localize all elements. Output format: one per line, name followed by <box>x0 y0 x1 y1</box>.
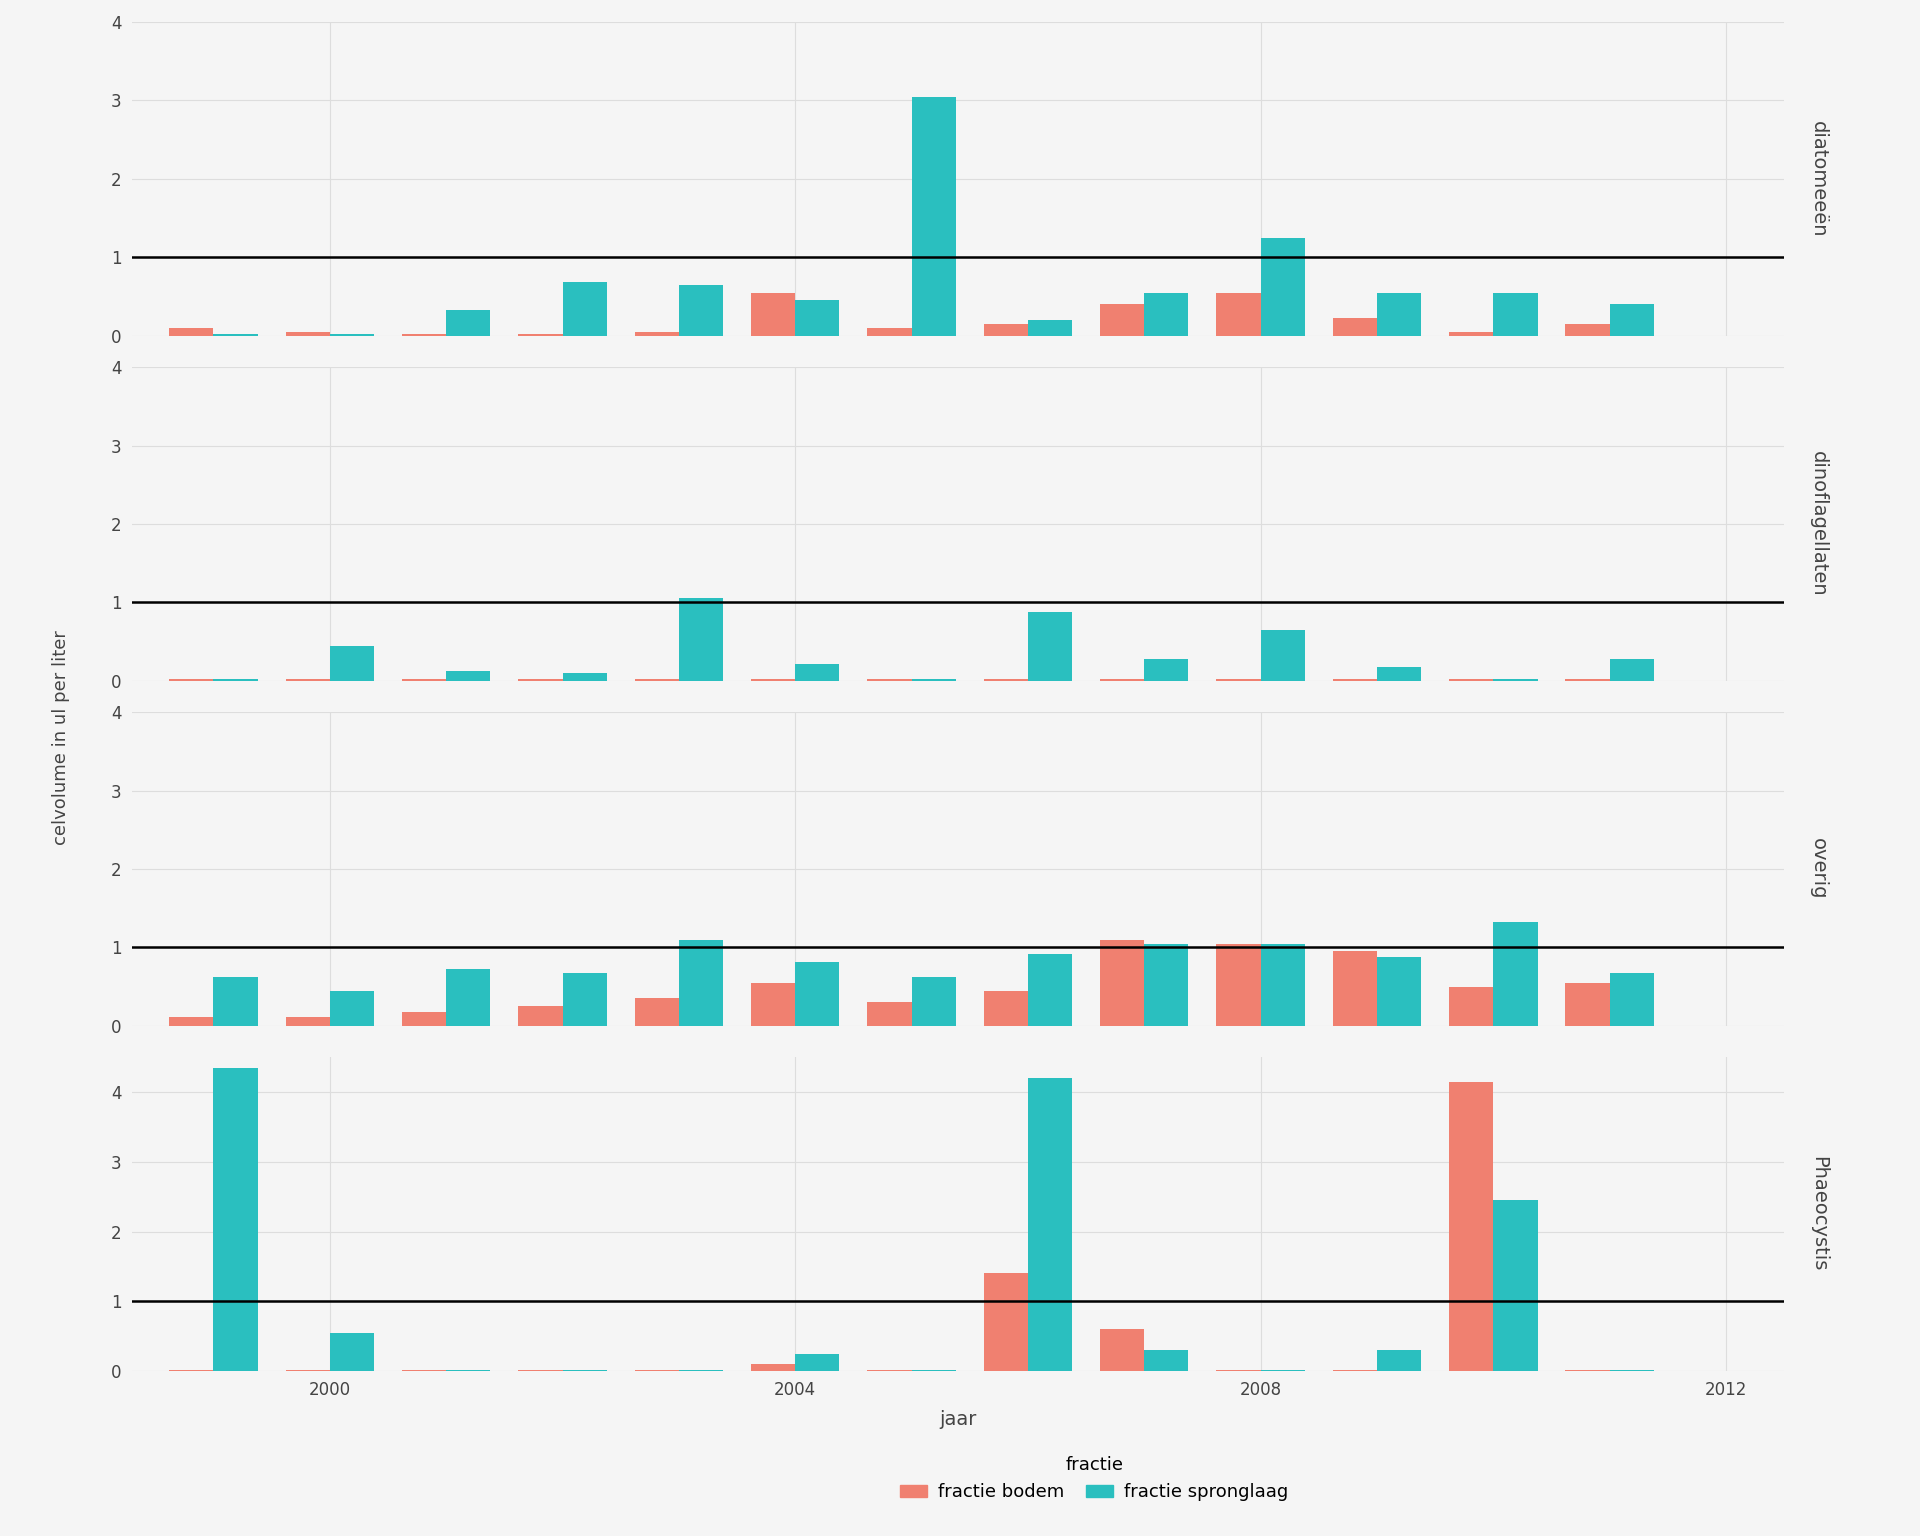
Bar <box>1027 1078 1071 1372</box>
Bar <box>1217 679 1261 680</box>
Bar <box>1332 951 1377 1026</box>
Bar <box>751 1364 795 1372</box>
Bar <box>401 335 445 336</box>
Bar <box>330 991 374 1026</box>
Y-axis label: dinoflagellaten: dinoflagellaten <box>1809 452 1828 598</box>
Bar <box>563 972 607 1026</box>
Bar <box>518 335 563 336</box>
Bar <box>912 977 956 1026</box>
Bar <box>983 1273 1027 1372</box>
Bar <box>868 327 912 336</box>
Bar <box>983 324 1027 336</box>
Bar <box>518 1006 563 1026</box>
Bar <box>213 679 257 680</box>
Bar <box>868 679 912 680</box>
Bar <box>680 599 724 680</box>
Y-axis label: overig: overig <box>1809 839 1828 900</box>
Bar <box>1609 304 1653 336</box>
Bar <box>213 1068 257 1372</box>
Bar <box>1494 292 1538 336</box>
Bar <box>636 679 680 680</box>
Bar <box>518 679 563 680</box>
Bar <box>751 983 795 1026</box>
Bar <box>445 671 490 680</box>
Y-axis label: diatomeeën: diatomeeën <box>1809 121 1828 237</box>
Bar <box>1027 319 1071 336</box>
Bar <box>330 1333 374 1372</box>
Bar <box>1565 983 1609 1026</box>
Bar <box>1100 1329 1144 1372</box>
Bar <box>1261 630 1306 680</box>
Bar <box>213 977 257 1026</box>
Bar <box>1377 667 1421 680</box>
Bar <box>636 332 680 336</box>
Bar <box>1100 940 1144 1026</box>
Bar <box>912 679 956 680</box>
Bar <box>1377 957 1421 1026</box>
Bar <box>1332 679 1377 680</box>
Bar <box>169 327 213 336</box>
Bar <box>1494 923 1538 1026</box>
Bar <box>286 332 330 336</box>
Legend: fractie bodem, fractie spronglaag: fractie bodem, fractie spronglaag <box>893 1448 1296 1508</box>
X-axis label: jaar: jaar <box>939 1410 977 1428</box>
Bar <box>563 283 607 336</box>
Bar <box>1027 954 1071 1026</box>
Bar <box>1261 238 1306 336</box>
Bar <box>1377 1350 1421 1372</box>
Bar <box>983 991 1027 1026</box>
Bar <box>1494 679 1538 680</box>
Bar <box>1450 679 1494 680</box>
Bar <box>1332 318 1377 336</box>
Bar <box>1261 943 1306 1026</box>
Bar <box>213 335 257 336</box>
Bar <box>330 645 374 680</box>
Bar <box>1450 332 1494 336</box>
Bar <box>795 1353 839 1372</box>
Bar <box>751 679 795 680</box>
Bar <box>401 679 445 680</box>
Bar <box>912 97 956 336</box>
Bar <box>680 940 724 1026</box>
Bar <box>795 301 839 336</box>
Bar <box>1494 1200 1538 1372</box>
Bar <box>1609 659 1653 680</box>
Bar <box>1377 292 1421 336</box>
Bar <box>1100 679 1144 680</box>
Bar <box>983 679 1027 680</box>
Bar <box>330 335 374 336</box>
Bar <box>1144 659 1188 680</box>
Bar <box>445 310 490 336</box>
Bar <box>1100 304 1144 336</box>
Bar <box>751 292 795 336</box>
Bar <box>1565 679 1609 680</box>
Bar <box>445 969 490 1026</box>
Bar <box>169 1017 213 1026</box>
Bar <box>1217 943 1261 1026</box>
Bar <box>795 962 839 1026</box>
Bar <box>1144 292 1188 336</box>
Bar <box>1450 1081 1494 1372</box>
Bar <box>795 664 839 680</box>
Bar <box>1144 1350 1188 1372</box>
Bar <box>1144 943 1188 1026</box>
Bar <box>1027 611 1071 680</box>
Y-axis label: Phaeocystis: Phaeocystis <box>1809 1157 1828 1272</box>
Bar <box>286 679 330 680</box>
Text: celvolume in ul per liter: celvolume in ul per liter <box>52 630 71 845</box>
Bar <box>286 1017 330 1026</box>
Bar <box>636 998 680 1026</box>
Bar <box>1609 972 1653 1026</box>
Bar <box>169 679 213 680</box>
Bar <box>1217 292 1261 336</box>
Bar <box>680 284 724 336</box>
Bar <box>563 673 607 680</box>
Bar <box>868 1003 912 1026</box>
Bar <box>401 1012 445 1026</box>
Bar <box>1450 986 1494 1026</box>
Bar <box>1565 324 1609 336</box>
